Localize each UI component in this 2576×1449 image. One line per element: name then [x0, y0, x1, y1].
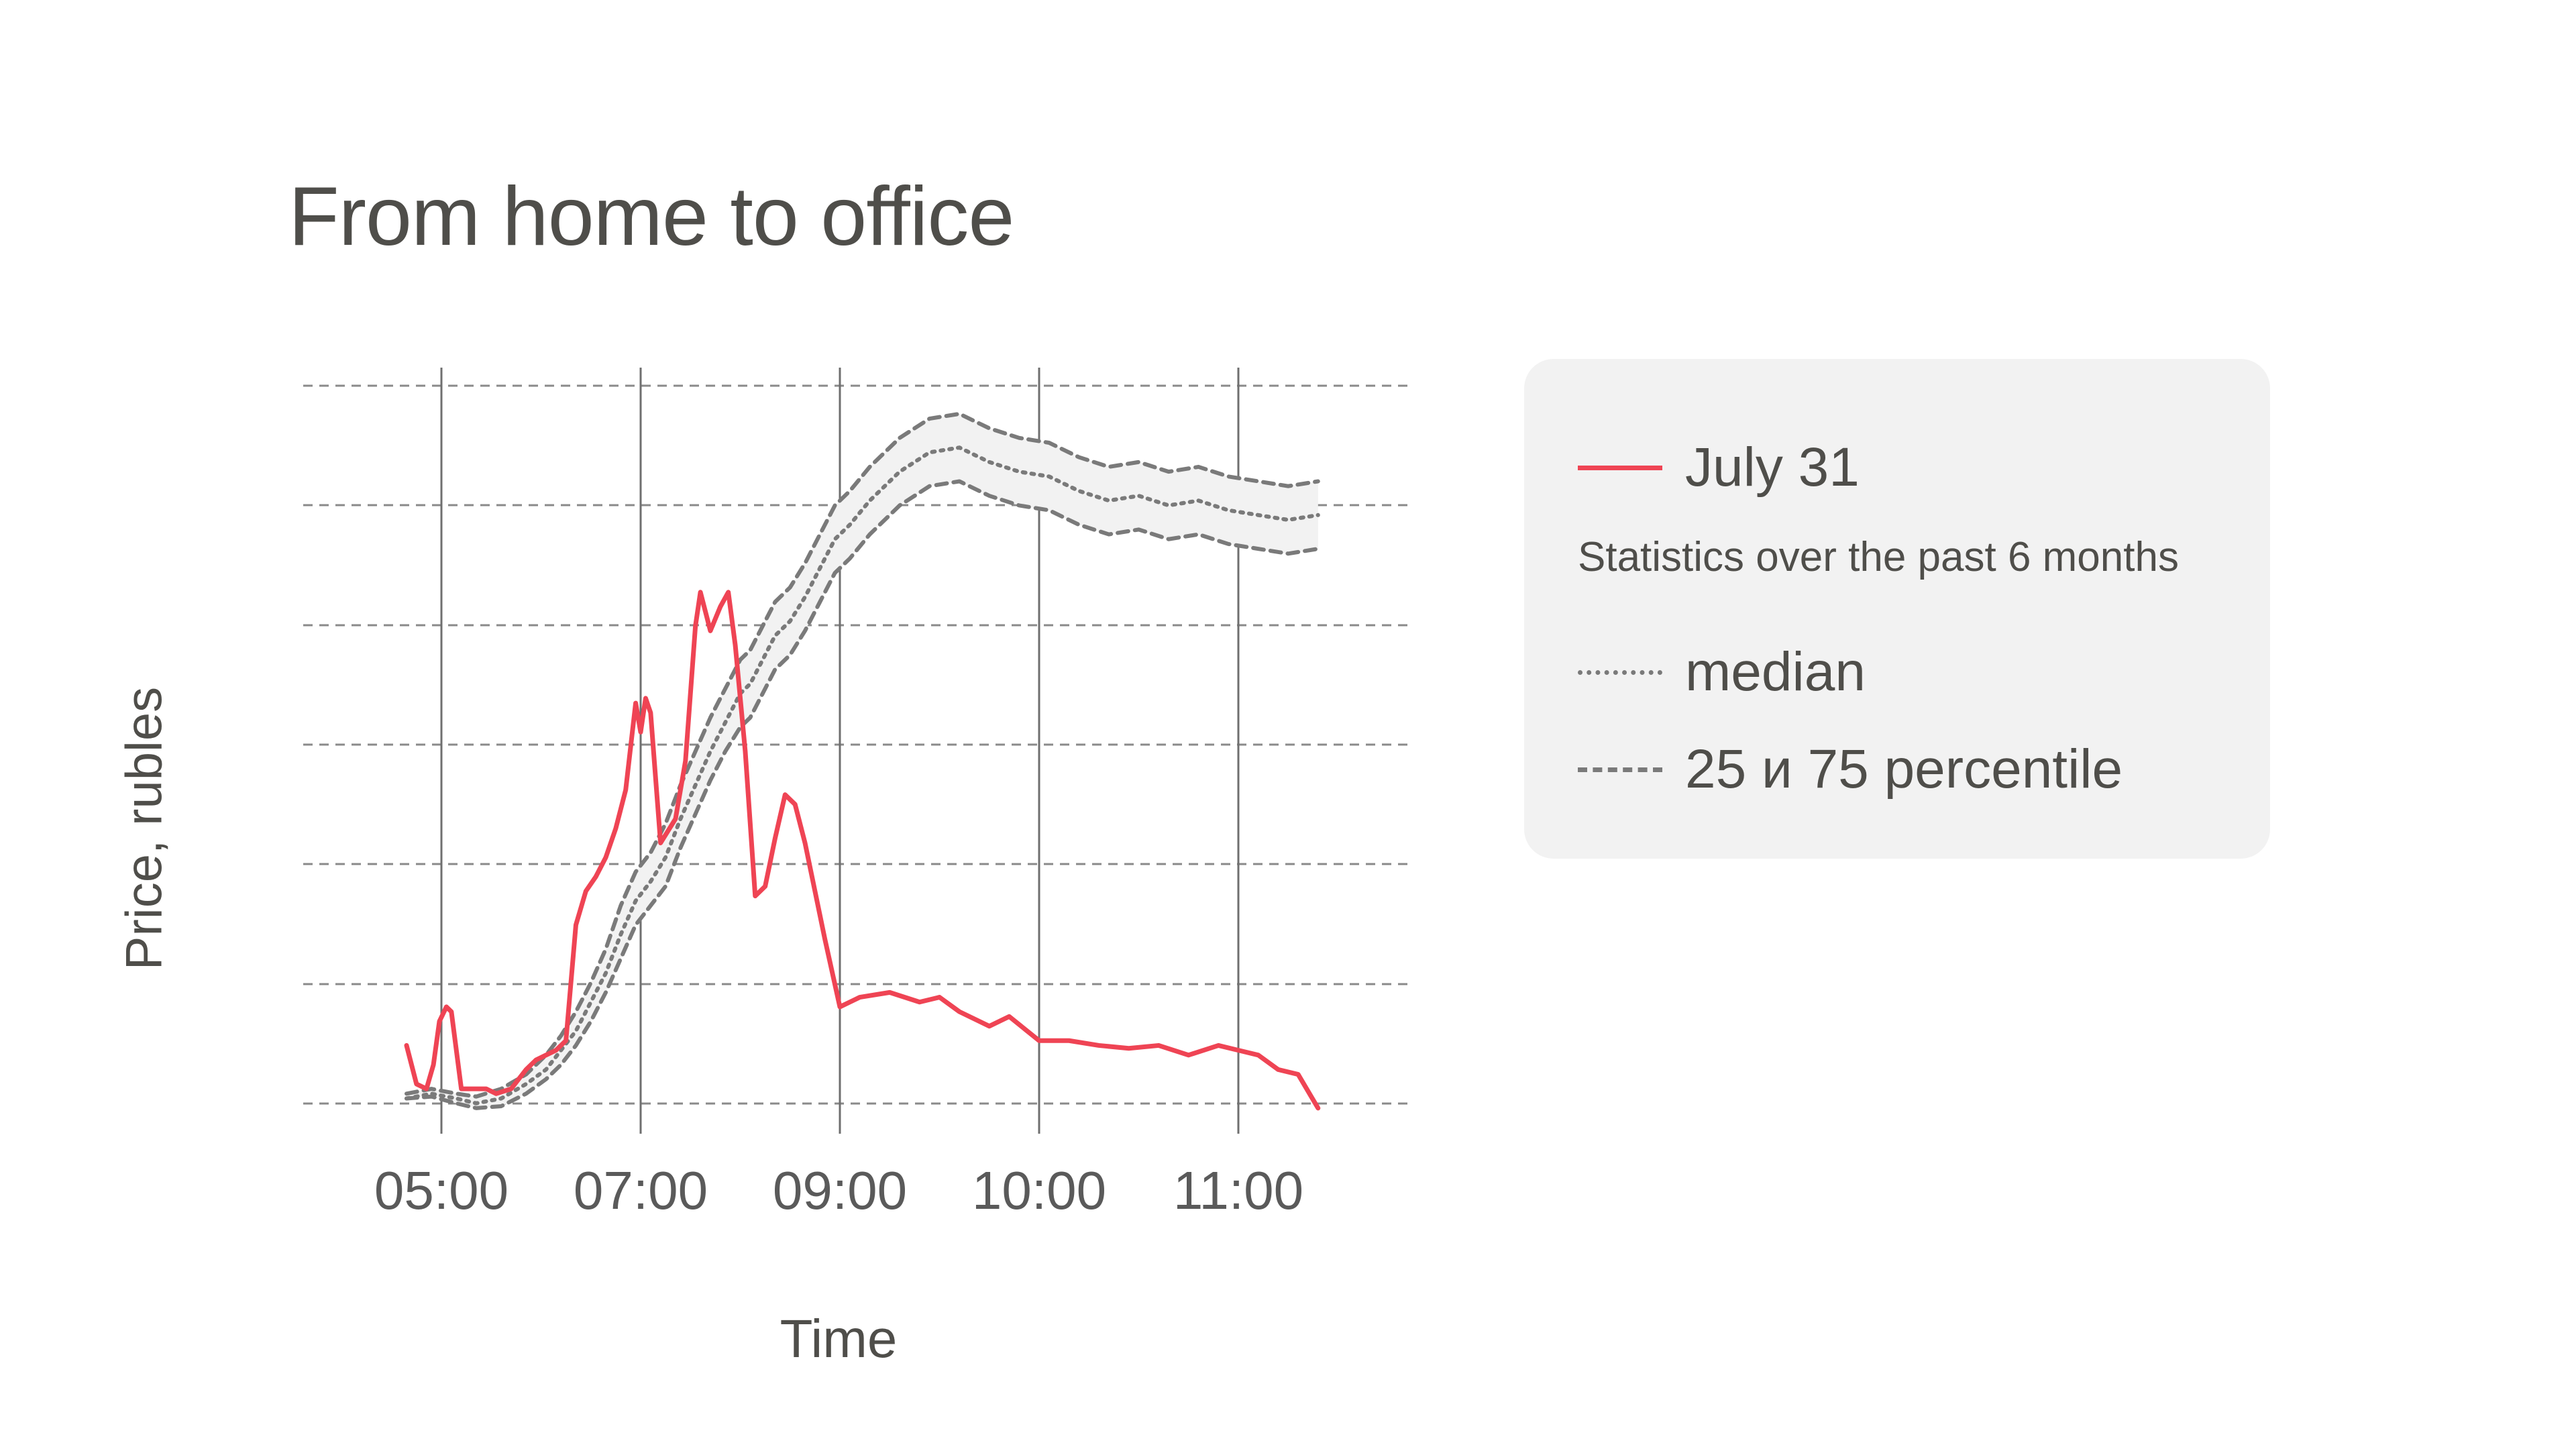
x-tick-labels: 05:00 07:00 09:00 10:00 11:00: [374, 1161, 1303, 1220]
chart-title: From home to office: [288, 170, 1014, 263]
legend-item-percentile: 25 и 75 percentile: [1578, 738, 2123, 801]
x-tick-label: 09:00: [773, 1161, 907, 1220]
x-tick-label: 07:00: [574, 1161, 708, 1220]
legend-panel: July 31 Statistics over the past 6 month…: [1524, 359, 2270, 859]
legend-note: Statistics over the past 6 months: [1578, 534, 2179, 580]
percentile-band: [407, 413, 1318, 1108]
series-line-july-31: [404, 590, 1321, 1111]
legend-swatch-dotted: [1578, 669, 1662, 675]
x-tick-label: 05:00: [374, 1161, 508, 1220]
legend-label: 25 и 75 percentile: [1685, 739, 2123, 800]
percentile-band-area: [407, 413, 1318, 1108]
chart-grid: [303, 368, 1412, 1134]
x-axis-label: Time: [780, 1309, 898, 1368]
legend-label: median: [1685, 641, 1866, 702]
x-tick-label: 10:00: [972, 1161, 1106, 1220]
chart-series: [404, 411, 1321, 1111]
x-tick-label: 11:00: [1173, 1161, 1303, 1220]
series-line-75-percentile: [405, 411, 1320, 1099]
legend-item-july31: July 31: [1578, 436, 1860, 499]
legend-label: July 31: [1685, 437, 1860, 498]
series-line-median: [405, 445, 1320, 1106]
legend-swatch-solid: [1578, 465, 1662, 470]
series-line-25-percentile: [405, 479, 1320, 1110]
legend-swatch-dashed: [1578, 767, 1662, 772]
legend-item-median: median: [1578, 641, 1866, 704]
